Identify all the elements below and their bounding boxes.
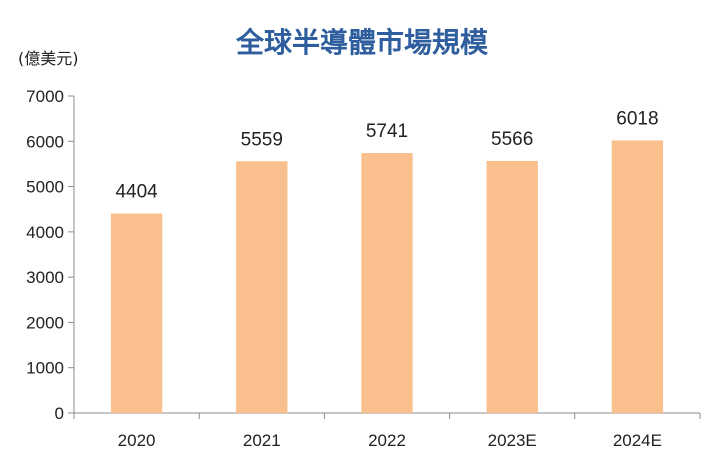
bar [361, 153, 413, 413]
y-tick-label: 2000 [26, 313, 64, 332]
bar [486, 160, 538, 413]
bar [236, 161, 288, 413]
y-tick-label: 6000 [26, 132, 64, 151]
x-tick-label: 2024E [613, 431, 662, 450]
bar [110, 213, 163, 413]
data-label: 6018 [616, 108, 658, 129]
x-tick-label: 2020 [118, 431, 156, 450]
data-label: 5566 [491, 129, 533, 150]
y-tick-label: 3000 [26, 268, 64, 287]
y-tick-label: 5000 [26, 178, 64, 197]
y-tick-label: 0 [55, 404, 64, 423]
y-axis: 0 1000 2000 3000 4000 5000 6000 7000 [26, 87, 75, 423]
data-label: 5559 [241, 129, 283, 150]
x-tick-label: 2022 [368, 431, 406, 450]
x-tick-label: 2021 [243, 431, 281, 450]
x-tick-label: 2023E [488, 431, 537, 450]
x-axis: 2020 2021 2022 2023E 2024E [73, 412, 701, 450]
data-label: 5741 [366, 121, 408, 142]
chart-title: 全球半導體市場規模 [235, 26, 489, 59]
data-label: 4404 [115, 182, 158, 203]
y-tick-label: 1000 [26, 359, 64, 378]
y-tick-label: 4000 [26, 223, 64, 242]
bar [611, 140, 664, 413]
y-tick-label: 7000 [26, 87, 64, 106]
data-labels: 4404 5559 5741 5566 6018 [115, 108, 658, 202]
y-axis-unit-label: (億美元) [18, 49, 79, 68]
bar-series [110, 140, 664, 413]
